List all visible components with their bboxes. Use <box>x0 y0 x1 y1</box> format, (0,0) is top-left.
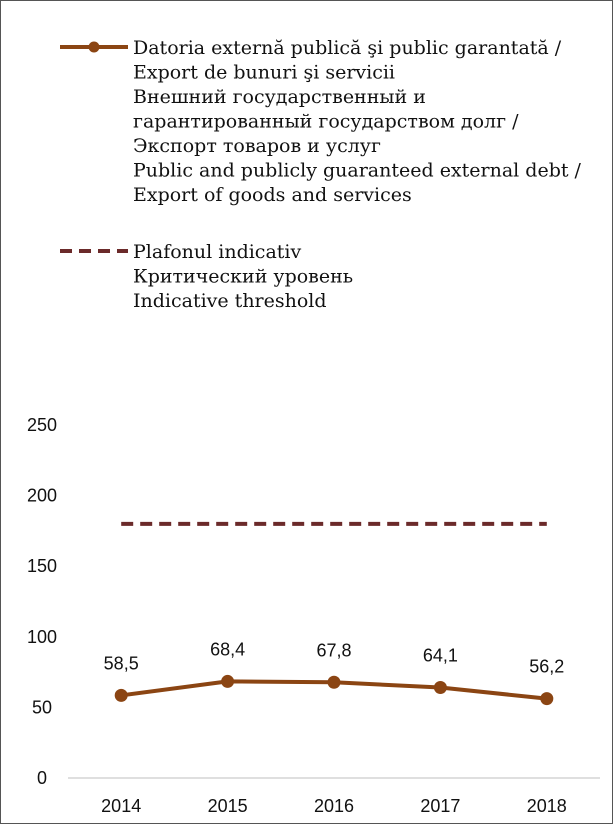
data-point <box>221 674 235 688</box>
data-label: 64,1 <box>423 645 458 665</box>
data-point <box>327 675 341 689</box>
legend-swatch-debt-marker <box>88 41 100 53</box>
y-tick-label: 250 <box>27 415 57 435</box>
legend-label-threshold: Критический уровень <box>133 266 353 288</box>
data-point <box>114 688 128 702</box>
y-tick-label: 0 <box>37 768 47 788</box>
legend-label-threshold: Indicative threshold <box>133 290 327 312</box>
y-tick-label: 50 <box>32 697 52 717</box>
legend-label-debt: Public and publicly guaranteed external … <box>133 160 582 182</box>
legend-label-debt: Export of goods and services <box>133 184 412 206</box>
data-label: 56,2 <box>529 657 564 677</box>
x-tick-label: 2017 <box>420 796 460 816</box>
legend-label-debt: Внешний государственный и <box>133 86 426 108</box>
legend-label-threshold: Plafonul indicativ <box>133 241 301 263</box>
y-tick-label: 200 <box>27 486 57 506</box>
x-tick-label: 2015 <box>208 796 248 816</box>
legend-label-debt: Экспорт товаров и услуг <box>133 135 381 157</box>
data-point <box>540 692 554 706</box>
x-tick-label: 2014 <box>101 796 141 816</box>
data-label: 67,8 <box>316 640 351 660</box>
legend-label-debt: гарантированный государством долг / <box>133 111 519 133</box>
x-tick-label: 2016 <box>314 796 354 816</box>
data-point <box>433 680 447 694</box>
y-tick-label: 100 <box>27 627 57 647</box>
legend-label-debt: Datoria externă publică şi public garant… <box>133 37 562 59</box>
data-label: 68,4 <box>210 639 245 659</box>
y-tick-label: 150 <box>27 556 57 576</box>
data-label: 58,5 <box>104 653 139 673</box>
x-tick-label: 2018 <box>527 796 567 816</box>
legend-label-debt: Export de bunuri şi servicii <box>133 62 395 84</box>
